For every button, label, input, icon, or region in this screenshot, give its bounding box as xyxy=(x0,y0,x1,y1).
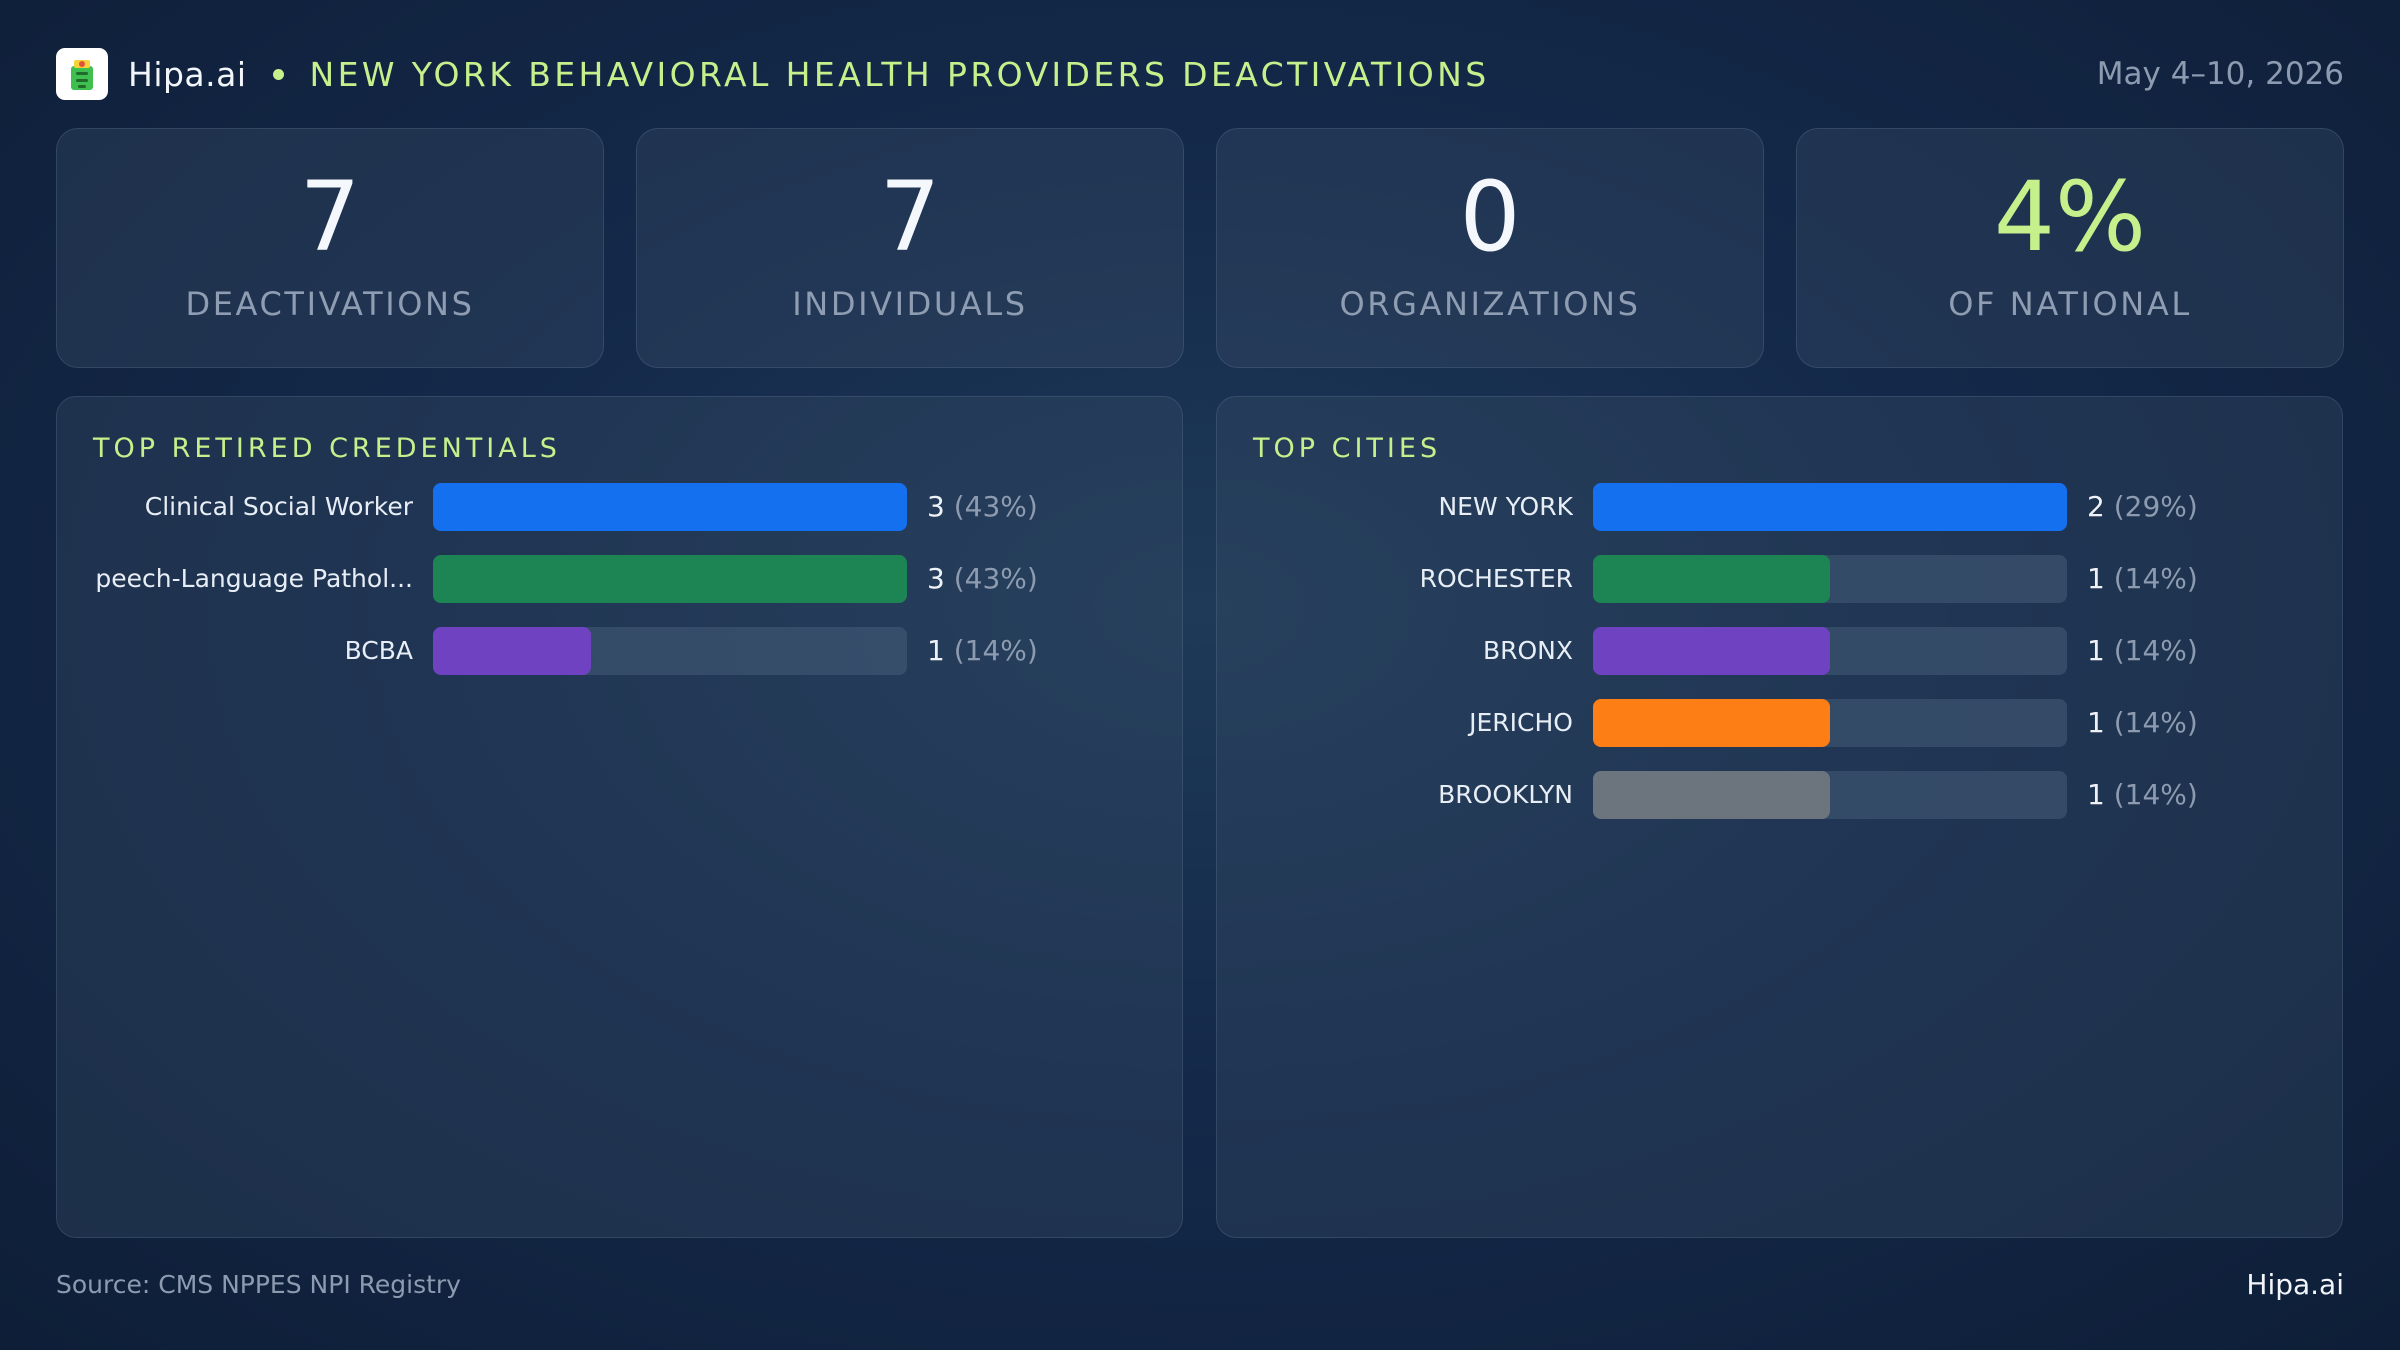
bar-row: JERICHO 1 (14%) xyxy=(1217,699,2342,747)
header: Hipa.ai NEW YORK BEHAVIORAL HEALTH PROVI… xyxy=(56,46,2344,102)
bar-count: 2 xyxy=(2087,490,2105,523)
bar-value: 1 (14%) xyxy=(927,627,1038,675)
credentials-bar-chart: Clinical Social Worker 3 (43%) peech-Langu… xyxy=(57,483,1182,699)
panel-title: TOP RETIRED CREDENTIALS xyxy=(93,433,561,464)
bar-value: 3 (43%) xyxy=(927,555,1038,603)
kpi-card-individuals: 7 INDIVIDUALS xyxy=(636,128,1184,368)
kpi-value: 0 xyxy=(1459,161,1521,273)
bar-label: NEW YORK xyxy=(1438,492,1573,521)
bar-row: peech-Language Pathol... 3 (43%) xyxy=(57,555,1182,603)
bar-value: 3 (43%) xyxy=(927,483,1038,531)
bar-count: 1 xyxy=(2087,634,2105,667)
kpi-label: OF NATIONAL xyxy=(1948,285,2192,323)
kpi-label: INDIVIDUALS xyxy=(792,285,1028,323)
footer-brand: Hipa.ai xyxy=(2246,1268,2344,1301)
bar-percent: (14%) xyxy=(2113,706,2198,739)
bar-track xyxy=(433,483,907,531)
bar-label: JERICHO xyxy=(1469,708,1573,737)
bar xyxy=(1593,771,1830,819)
bar-value: 1 (14%) xyxy=(2087,699,2198,747)
bar-value: 1 (14%) xyxy=(2087,555,2198,603)
bar xyxy=(433,483,907,531)
bar-count: 1 xyxy=(2087,778,2105,811)
bar xyxy=(1593,555,1830,603)
bar-track xyxy=(1593,771,2067,819)
bar-percent: (43%) xyxy=(953,490,1038,523)
bar-label: peech-Language Pathol... xyxy=(95,564,413,593)
separator-dot xyxy=(272,68,284,80)
bar-track xyxy=(433,627,907,675)
bar-count: 1 xyxy=(2087,706,2105,739)
credentials-panel: TOP RETIRED CREDENTIALS Clinical Social … xyxy=(56,396,1183,1238)
kpi-value: 4% xyxy=(1993,161,2147,273)
bar-percent: (29%) xyxy=(2113,490,2198,523)
bar xyxy=(433,627,591,675)
kpi-label: ORGANIZATIONS xyxy=(1339,285,1641,323)
bar-track xyxy=(1593,699,2067,747)
bar-row: Clinical Social Worker 3 (43%) xyxy=(57,483,1182,531)
bar xyxy=(1593,627,1830,675)
panel-title: TOP CITIES xyxy=(1253,433,1442,464)
page-title: NEW YORK BEHAVIORAL HEALTH PROVIDERS DEA… xyxy=(309,54,1490,94)
bar xyxy=(433,555,907,603)
bar-value: 1 (14%) xyxy=(2087,627,2198,675)
bar-count: 1 xyxy=(2087,562,2105,595)
bar-track xyxy=(1593,555,2067,603)
logo-icon xyxy=(56,48,108,100)
bar-row: ROCHESTER 1 (14%) xyxy=(1217,555,2342,603)
bar-label: BCBA xyxy=(344,636,413,665)
bar-count: 1 xyxy=(927,634,945,667)
bar-row: BROOKLYN 1 (14%) xyxy=(1217,771,2342,819)
kpi-value: 7 xyxy=(879,161,941,273)
kpi-label: DEACTIVATIONS xyxy=(185,285,475,323)
cities-bar-chart: NEW YORK 2 (29%) ROCHESTER 1 (14%) BRONX 1 (1… xyxy=(1217,483,2342,843)
bar-label: BRONX xyxy=(1482,636,1573,665)
date-range: May 4–10, 2026 xyxy=(2096,56,2344,92)
bar-percent: (14%) xyxy=(2113,562,2198,595)
bar xyxy=(1593,699,1830,747)
bar-count: 3 xyxy=(927,562,945,595)
bar-label: ROCHESTER xyxy=(1419,564,1573,593)
bar-percent: (14%) xyxy=(2113,778,2198,811)
kpi-card-organizations: 0 ORGANIZATIONS xyxy=(1216,128,1764,368)
kpi-card-national-share: 4% OF NATIONAL xyxy=(1796,128,2344,368)
cities-panel: TOP CITIES NEW YORK 2 (29%) ROCHESTER 1 (14… xyxy=(1216,396,2343,1238)
bar-percent: (43%) xyxy=(953,562,1038,595)
bar-row: NEW YORK 2 (29%) xyxy=(1217,483,2342,531)
bar-label: BROOKLYN xyxy=(1438,780,1573,809)
brand-name: Hipa.ai xyxy=(128,54,247,94)
bar xyxy=(1593,483,2067,531)
bar-value: 1 (14%) xyxy=(2087,771,2198,819)
bar-label: Clinical Social Worker xyxy=(144,492,413,521)
kpi-card-deactivations: 7 DEACTIVATIONS xyxy=(56,128,604,368)
bar-track xyxy=(433,555,907,603)
source-note: Source: CMS NPPES NPI Registry xyxy=(56,1270,461,1299)
bar-value: 2 (29%) xyxy=(2087,483,2198,531)
bar-percent: (14%) xyxy=(2113,634,2198,667)
bar-count: 3 xyxy=(927,490,945,523)
bar-percent: (14%) xyxy=(953,634,1038,667)
bar-row: BCBA 1 (14%) xyxy=(57,627,1182,675)
bar-track xyxy=(1593,627,2067,675)
kpi-row: 7 DEACTIVATIONS 7 INDIVIDUALS 0 ORGANIZA… xyxy=(56,128,2344,368)
bar-track xyxy=(1593,483,2067,531)
bar-row: BRONX 1 (14%) xyxy=(1217,627,2342,675)
kpi-value: 7 xyxy=(299,161,361,273)
